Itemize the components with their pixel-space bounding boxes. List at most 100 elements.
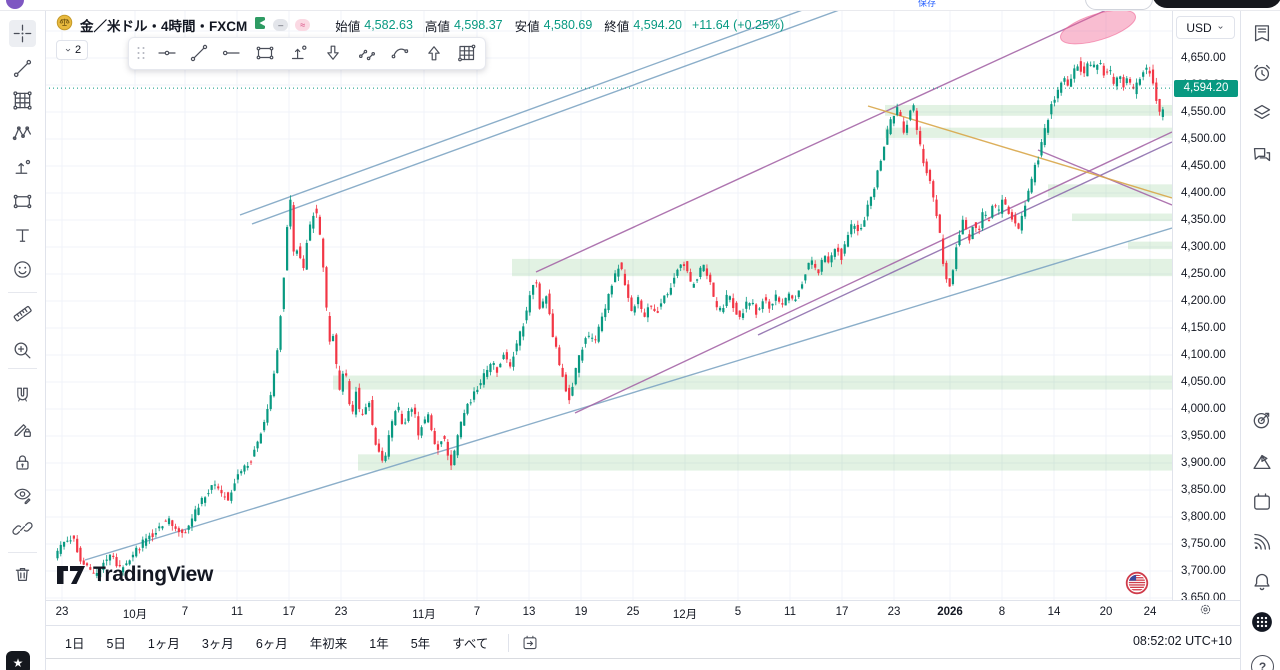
watermark-text: TradingView [93,563,214,586]
support-zone[interactable] [1072,213,1172,222]
trash-tool[interactable] [9,561,36,588]
trend-line-tool[interactable] [187,41,211,65]
parallel-lines-tool[interactable] [355,41,379,65]
price-change: +11.64 (+0.25%) [691,18,785,32]
support-zone[interactable] [885,127,1172,138]
alert-clock-icon[interactable] [1249,60,1275,86]
range-button-1年[interactable]: 1年 [369,637,389,651]
support-zone[interactable] [333,375,1172,390]
top-white-button[interactable] [1085,0,1153,10]
drawing-lock-tool[interactable] [9,415,36,442]
support-zone[interactable] [512,258,1172,277]
range-button-5年[interactable]: 5年 [410,637,431,651]
right-sidebar: ? [1240,0,1280,670]
price-axis-label: 3,950.00 [1181,429,1226,442]
currency-dropdown[interactable]: USD [1176,16,1235,39]
arrow-up-tool[interactable] [422,41,446,65]
economic-event-icon[interactable] [1125,571,1149,595]
trendline[interactable] [239,0,830,216]
vertical-arrow-tool[interactable] [287,41,311,65]
widget-bottom-border [0,658,1280,659]
top-black-button[interactable] [1152,0,1280,8]
projection-tool[interactable] [9,154,36,181]
support-zone[interactable] [885,104,1172,116]
support-zones [333,104,1172,471]
emoji-tool[interactable] [9,256,36,283]
trendline[interactable] [251,9,842,225]
trendline[interactable] [84,227,1172,561]
range-button-3ヶ月[interactable]: 3ヶ月 [201,637,234,651]
clock-timezone[interactable]: 08:52:02 UTC+10 [1132,634,1232,648]
price-axis-label: 3,850.00 [1181,483,1226,496]
ohlc-label: 始値 [335,19,361,34]
support-zone[interactable] [1128,241,1172,250]
range-button-年初来[interactable]: 年初来 [309,637,348,651]
text-tool[interactable] [9,222,36,249]
rectangle-tool[interactable] [253,41,277,65]
apps-grid-icon[interactable] [1249,609,1275,635]
approx-indicator-icon[interactable]: ≈ [295,19,311,31]
trendline[interactable] [867,105,1172,199]
price-axis-label: 3,750.00 [1181,537,1226,550]
zoom-in-tool[interactable] [9,337,36,364]
hide-drawings-tool[interactable] [9,482,36,509]
go-to-date-button[interactable] [521,634,539,652]
trendline[interactable] [574,131,1172,414]
support-zone[interactable] [358,454,1172,471]
support-zone[interactable] [1048,184,1172,198]
time-axis[interactable]: 23 10月 7 11 17 23 11月 7 13 19 25 12月 5 11 17 23 2026 8 14 2… [45,600,1240,626]
user-avatar[interactable] [6,0,24,9]
range-button-すべて[interactable]: すべて [452,637,489,651]
ideas-target-icon[interactable] [1249,407,1275,433]
symbol-title[interactable]: 金／米ドル・4時間・FXCM [80,19,248,34]
star-tile-icon[interactable]: ★ [6,651,30,670]
crosshair-tool[interactable] [9,20,36,47]
curve-tool[interactable] [388,41,412,65]
axis-settings-gear-icon[interactable] [1198,602,1213,622]
chat-icon[interactable] [1249,142,1275,168]
highlight-ellipse[interactable] [1057,3,1139,51]
news-signal-icon[interactable] [1249,529,1275,555]
time-axis-label: 17 [835,606,849,618]
xabcd-pattern-tool[interactable] [9,120,36,147]
time-axis-label: 7 [181,606,189,618]
time-axis-label: 24 [1143,606,1157,618]
toolbar-drag-handle[interactable] [129,41,153,65]
indicators-collapse-button[interactable]: 2 [56,40,88,60]
minus-indicator-icon[interactable]: – [273,19,289,31]
range-button-5日[interactable]: 5日 [106,637,126,651]
link-tool[interactable] [9,515,36,542]
horizontal-line-tool[interactable] [155,41,179,65]
watchlist-icon[interactable] [1249,20,1275,46]
lock-all-tool[interactable] [9,449,36,476]
ruler-tool[interactable] [9,300,36,327]
rectangle-tool[interactable] [9,188,36,215]
trendline[interactable] [757,141,1172,336]
time-axis-label: 7 [473,606,481,618]
trend-line-tool[interactable] [9,55,36,82]
price-axis-label: 4,250.00 [1181,267,1226,280]
range-button-6ヶ月[interactable]: 6ヶ月 [255,637,288,651]
time-axis-label: 13 [522,606,536,618]
object-tree-icon[interactable] [1249,100,1275,126]
trendline[interactable] [535,0,1128,273]
price-axis[interactable]: 4,650.004,600.004,550.004,500.004,450.00… [1172,10,1241,604]
floating-drawing-toolbar [128,37,486,70]
candle-style-icon[interactable] [254,16,266,35]
help-icon[interactable]: ? [1251,655,1274,670]
ohlc-label: 高値 [424,19,450,34]
fib-grid-tool[interactable] [455,41,479,65]
screener-icon[interactable] [1249,449,1275,475]
arrow-down-tool[interactable] [321,41,345,65]
magnet-tool[interactable] [9,381,36,408]
save-button[interactable]: 保存 [918,0,937,8]
horizontal-ray-tool[interactable] [219,41,243,65]
calendar-icon[interactable] [1249,489,1275,515]
range-button-1ヶ月[interactable]: 1ヶ月 [147,637,180,651]
gann-grid-tool[interactable] [9,87,36,114]
ohlc-value: 4,582.63 [364,18,413,32]
range-button-1日[interactable]: 1日 [65,637,85,651]
bell-icon[interactable] [1249,569,1275,595]
